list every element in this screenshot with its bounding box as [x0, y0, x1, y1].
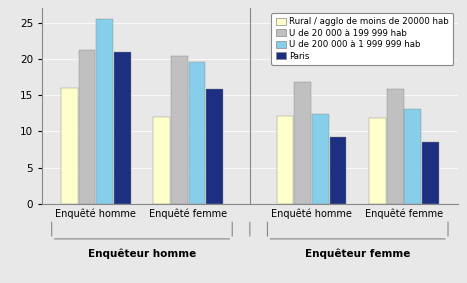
Bar: [114, 52, 130, 204]
Bar: [387, 89, 403, 204]
Bar: [277, 115, 293, 204]
Bar: [171, 56, 188, 204]
Bar: [404, 109, 421, 204]
Bar: [189, 62, 205, 204]
Bar: [206, 89, 223, 204]
Bar: [294, 82, 311, 204]
Bar: [153, 117, 170, 204]
Bar: [61, 88, 78, 204]
Text: Enquêteur homme: Enquêteur homme: [88, 249, 196, 259]
Legend: Rural / agglo de moins de 20000 hab, U de 20 000 à 199 999 hab, U de 200 000 à 1: Rural / agglo de moins de 20000 hab, U d…: [271, 13, 453, 65]
Bar: [78, 50, 95, 204]
Bar: [96, 19, 113, 204]
Bar: [312, 114, 329, 204]
Bar: [369, 118, 386, 204]
Bar: [422, 142, 439, 204]
Text: Enquêteur femme: Enquêteur femme: [305, 249, 410, 259]
Bar: [330, 136, 347, 204]
